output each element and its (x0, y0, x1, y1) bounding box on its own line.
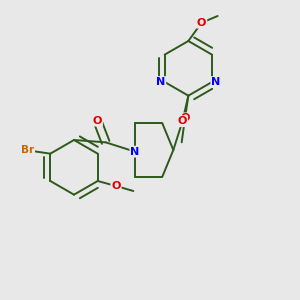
Text: N: N (156, 77, 165, 87)
Text: N: N (130, 147, 140, 157)
Text: Br: Br (21, 145, 34, 155)
Text: O: O (111, 181, 121, 191)
Text: N: N (212, 77, 220, 87)
Text: O: O (178, 116, 187, 126)
Text: O: O (93, 116, 102, 126)
Text: O: O (180, 113, 190, 123)
Text: O: O (197, 18, 206, 28)
